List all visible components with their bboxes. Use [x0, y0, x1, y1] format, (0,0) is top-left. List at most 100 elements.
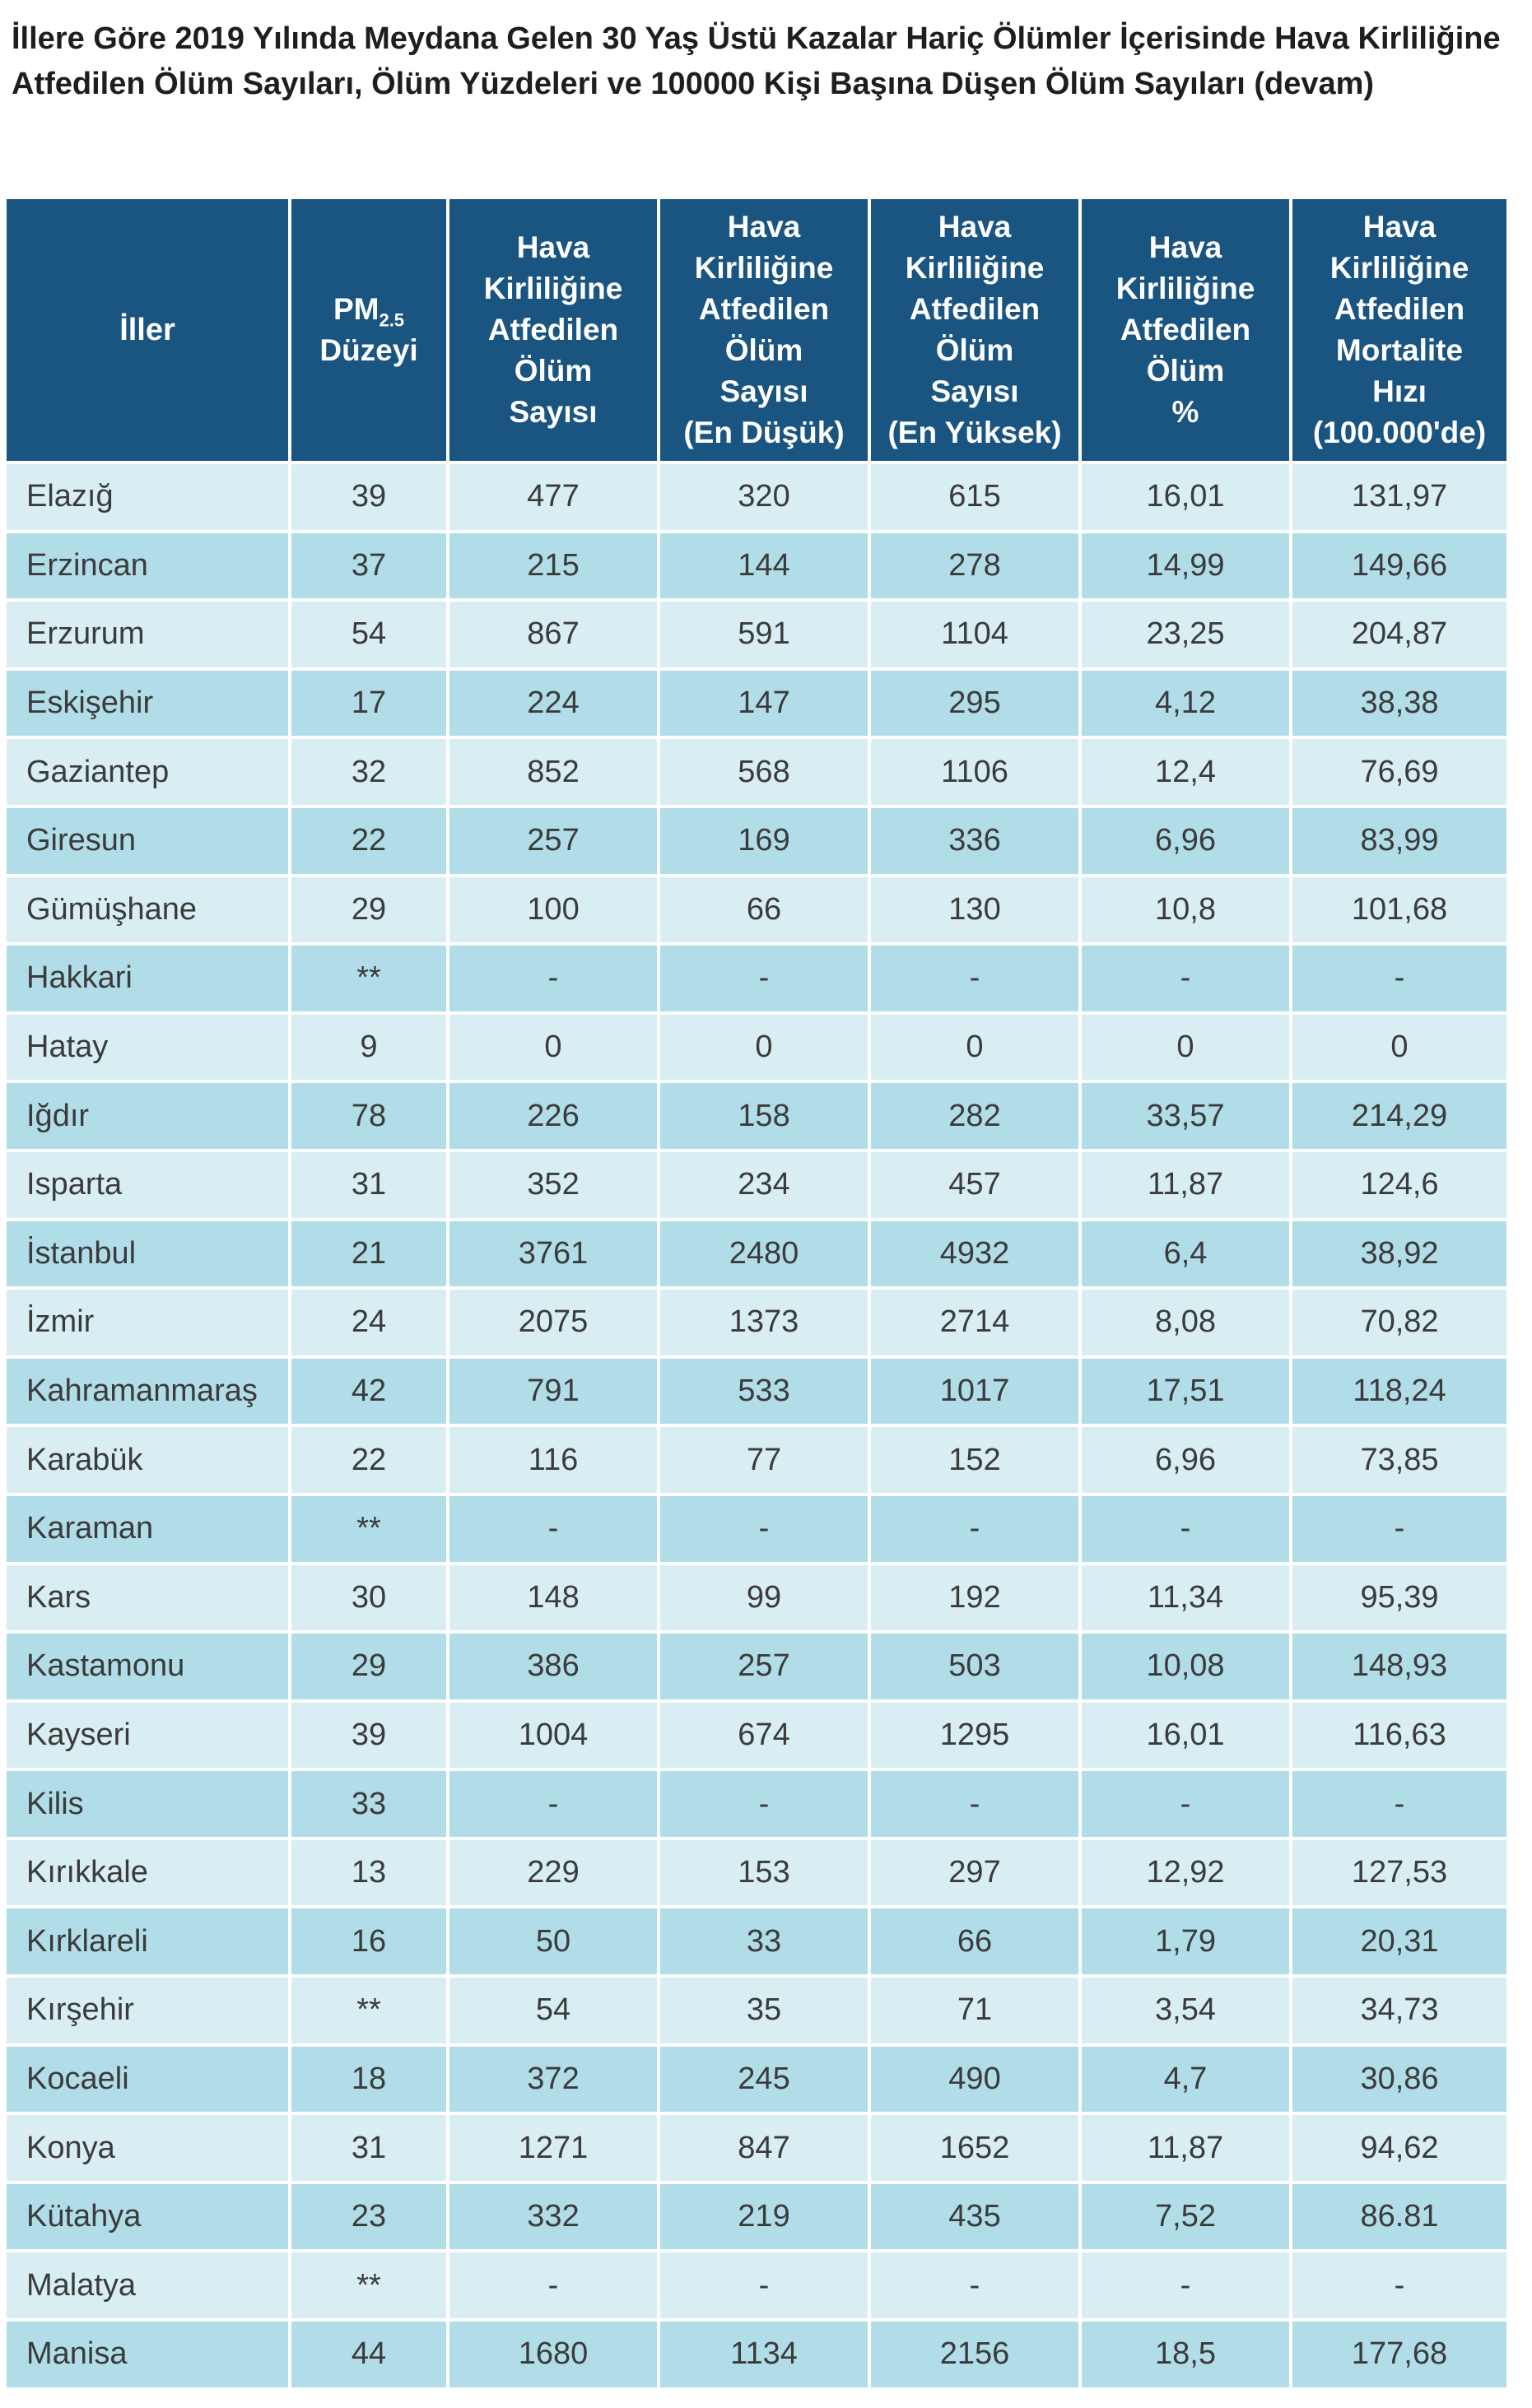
cell-death-percent: 12,4 [1080, 736, 1292, 807]
cell-death-percent: 12,92 [1080, 1836, 1292, 1908]
table-row: Manisa 44 1680 1134 2156 18,5 177,68 [7, 2318, 1506, 2387]
cell-province: Kahramanmaraş [7, 1355, 291, 1426]
table-row: İstanbul 21 3761 2480 4932 6,4 38,92 [7, 1217, 1506, 1289]
cell-mortality-rate: 127,53 [1291, 1836, 1506, 1908]
cell-mortality-rate: 70,82 [1291, 1286, 1506, 1357]
cell-pm-level: 9 [290, 1011, 449, 1082]
cell-province: Elazığ [7, 461, 291, 532]
cell-deaths-high: 1295 [869, 1699, 1082, 1770]
cell-deaths-high: 503 [869, 1630, 1082, 1701]
cell-deaths-high: 295 [869, 667, 1082, 738]
cell-pm-level: 30 [290, 1561, 449, 1633]
cell-death-percent: 0 [1080, 1011, 1292, 1082]
page-title: İllere Göre 2019 Yılında Meydana Gelen 3… [12, 21, 1501, 101]
cell-death-percent: 14,99 [1080, 529, 1292, 601]
cell-deaths-high: 4932 [869, 1217, 1082, 1289]
cell-deaths: - [448, 1768, 660, 1839]
cell-deaths-low: 77 [659, 1424, 871, 1495]
cell-pm-level: 18 [290, 2043, 449, 2114]
cell-death-percent: 6,96 [1080, 1424, 1292, 1495]
cell-pm-level: 21 [290, 1217, 449, 1289]
cell-deaths-high: 66 [869, 1905, 1082, 1977]
cell-pm-level: 31 [290, 1148, 449, 1220]
table-row: Elazığ 39 477 320 615 16,01 131,97 [7, 461, 1506, 532]
header-death-percent: Hava Kirliliğine Atfedilen Ölüm% [1080, 199, 1292, 463]
cell-deaths: 54 [448, 1974, 660, 2045]
table-row: Kayseri 39 1004 674 1295 16,01 116,63 [7, 1699, 1506, 1770]
cell-province: Gümüşhane [7, 873, 291, 945]
cell-deaths-high: 1104 [869, 598, 1082, 669]
table-row: Karabük 22 116 77 152 6,96 73,85 [7, 1424, 1506, 1495]
cell-deaths: 3761 [448, 1217, 660, 1289]
cell-deaths: 226 [448, 1080, 660, 1151]
cell-mortality-rate: 34,73 [1291, 1974, 1506, 2045]
cell-death-percent: 4,12 [1080, 667, 1292, 738]
cell-deaths-low: 1134 [659, 2318, 871, 2387]
cell-deaths-low: 158 [659, 1080, 871, 1151]
cell-pm-level: 44 [290, 2318, 449, 2387]
cell-pm-level: 39 [290, 1699, 449, 1770]
cell-deaths-high: 152 [869, 1424, 1082, 1495]
cell-province: İzmir [7, 1286, 291, 1357]
cell-deaths-high: 1652 [869, 2112, 1082, 2183]
cell-pm-level: 54 [290, 598, 449, 669]
cell-deaths-low: 33 [659, 1905, 871, 1977]
cell-mortality-rate: 86.81 [1291, 2180, 1506, 2252]
cell-deaths: 1271 [448, 2112, 660, 2183]
cell-deaths-low: 1373 [659, 1286, 871, 1357]
cell-deaths-low: - [659, 1768, 871, 1839]
cell-mortality-rate: 94,62 [1291, 2112, 1506, 2183]
cell-mortality-rate: 76,69 [1291, 736, 1506, 807]
cell-province: Kırıkkale [7, 1836, 291, 1908]
cell-deaths-low: 533 [659, 1355, 871, 1426]
cell-pm-level: 29 [290, 873, 449, 945]
cell-deaths-high: 1017 [869, 1355, 1082, 1426]
cell-mortality-rate: 204,87 [1291, 598, 1506, 669]
cell-deaths: - [448, 942, 660, 1013]
cell-deaths-low: - [659, 2249, 871, 2321]
cell-mortality-rate: 95,39 [1291, 1561, 1506, 1633]
cell-death-percent: 11,87 [1080, 1148, 1292, 1220]
cell-province: Kars [7, 1561, 291, 1633]
table-row: İzmir 24 2075 1373 2714 8,08 70,82 [7, 1286, 1506, 1357]
cell-death-percent: 7,52 [1080, 2180, 1292, 2252]
cell-deaths: 372 [448, 2043, 660, 2114]
cell-deaths: 229 [448, 1836, 660, 1908]
cell-province: Manisa [7, 2318, 291, 2387]
cell-deaths: 224 [448, 667, 660, 738]
cell-deaths-low: 35 [659, 1974, 871, 2045]
cell-pm-level: 31 [290, 2112, 449, 2183]
cell-deaths: 215 [448, 529, 660, 601]
cell-pm-level: 29 [290, 1630, 449, 1701]
cell-province: Kocaeli [7, 2043, 291, 2114]
cell-deaths: 2075 [448, 1286, 660, 1357]
header-mortality-rate: Hava Kirliliğine Atfedilen Mortalite Hızı (10… [1291, 199, 1506, 463]
table-row: Erzurum 54 867 591 1104 23,25 204,87 [7, 598, 1506, 669]
cell-deaths-high: 490 [869, 2043, 1082, 2114]
table-row: Malatya ** - - - - - [7, 2249, 1506, 2321]
cell-province: Kırşehir [7, 1974, 291, 2045]
cell-deaths-low: 99 [659, 1561, 871, 1633]
cell-mortality-rate: 116,63 [1291, 1699, 1506, 1770]
cell-deaths-high: - [869, 2249, 1082, 2321]
table-body: Elazığ 39 477 320 615 16,01 131,97 Erzincan 37 21… [7, 461, 1506, 2387]
cell-deaths-high: - [869, 1768, 1082, 1839]
cell-province: Konya [7, 2112, 291, 2183]
cell-deaths-low: 568 [659, 736, 871, 807]
cell-deaths: 332 [448, 2180, 660, 2252]
cell-death-percent: 16,01 [1080, 461, 1292, 532]
cell-death-percent: 10,8 [1080, 873, 1292, 945]
cell-death-percent: 16,01 [1080, 1699, 1292, 1770]
cell-deaths-high: 1106 [869, 736, 1082, 807]
cell-deaths-low: 2480 [659, 1217, 871, 1289]
table-row: Kars 30 148 99 192 11,34 95,39 [7, 1561, 1506, 1633]
cell-deaths-low: 674 [659, 1699, 871, 1770]
cell-deaths: 852 [448, 736, 660, 807]
cell-pm-level: 24 [290, 1286, 449, 1357]
cell-deaths: 50 [448, 1905, 660, 1977]
cell-pm-level: 22 [290, 804, 449, 876]
cell-pm-level: 33 [290, 1768, 449, 1839]
cell-mortality-rate: 131,97 [1291, 461, 1506, 532]
cell-mortality-rate: - [1291, 942, 1506, 1013]
cell-pm-level: 13 [290, 1836, 449, 1908]
